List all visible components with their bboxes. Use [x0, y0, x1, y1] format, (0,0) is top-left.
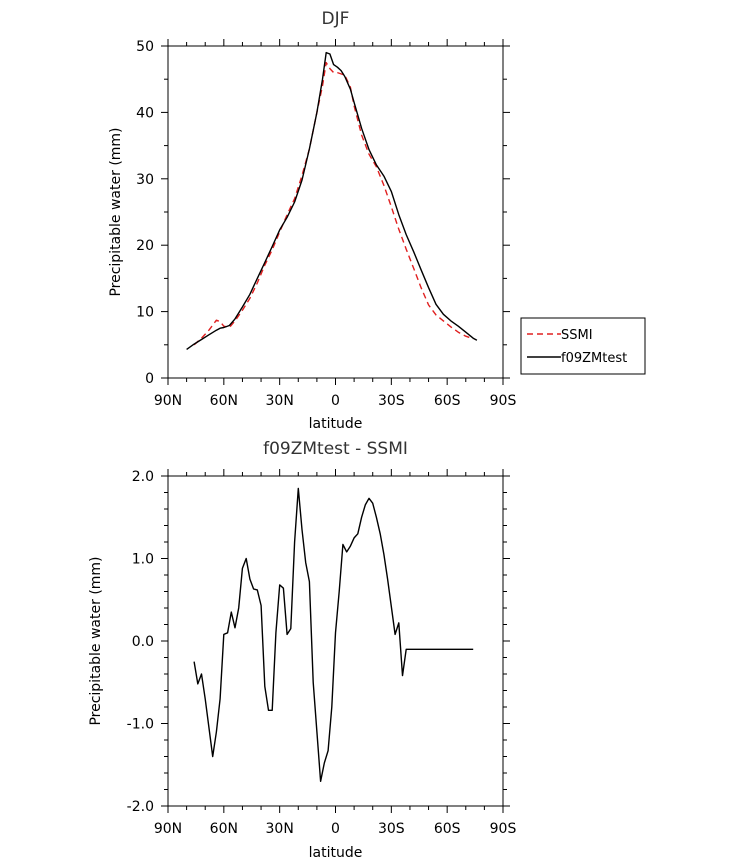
chart-title: DJF	[322, 9, 350, 29]
x-tick-label: 60N	[210, 821, 238, 837]
series-line-f09zmtest	[186, 51, 478, 350]
x-tick-label: 60S	[434, 821, 461, 837]
y-tick-label: 40	[136, 105, 154, 121]
y-tick-label: 10	[136, 305, 154, 321]
x-tick-label: 30S	[378, 393, 405, 409]
y-tick-label: 30	[136, 172, 154, 188]
y-tick-label: -1.0	[127, 717, 154, 733]
y-axis-label: Precipitable water (mm)	[108, 127, 124, 296]
x-tick-label: 90S	[490, 393, 517, 409]
x-tick-label: 30N	[266, 821, 294, 837]
legend-label: f09ZMtest	[561, 351, 627, 366]
y-tick-label: 0.0	[132, 634, 154, 650]
x-tick-label: 90S	[490, 821, 517, 837]
x-tick-label: 30S	[378, 821, 405, 837]
series-line-ssmi	[193, 61, 474, 346]
y-tick-label: -2.0	[127, 799, 154, 815]
x-axis-label: latitude	[309, 416, 363, 432]
legend-label: SSMI	[561, 328, 593, 343]
y-tick-label: 0	[145, 371, 154, 387]
x-tick-label: 90N	[154, 393, 182, 409]
legend-box	[520, 317, 646, 375]
y-tick-label: 2.0	[132, 469, 154, 485]
y-axis-label: Precipitable water (mm)	[88, 556, 104, 725]
chart-title: f09ZMtest - SSMI	[263, 439, 408, 459]
y-tick-label: 50	[136, 39, 154, 55]
x-tick-label: 0	[331, 821, 340, 837]
x-tick-label: 90N	[154, 821, 182, 837]
x-tick-label: 60S	[434, 393, 461, 409]
x-tick-label: 60N	[210, 393, 238, 409]
y-tick-label: 20	[136, 238, 154, 254]
plot-frame	[167, 45, 504, 379]
y-tick-label: 1.0	[132, 552, 154, 568]
series-line-difference	[193, 487, 474, 782]
x-tick-label: 30N	[266, 393, 294, 409]
x-tick-label: 0	[331, 393, 340, 409]
x-axis-label: latitude	[309, 845, 363, 861]
